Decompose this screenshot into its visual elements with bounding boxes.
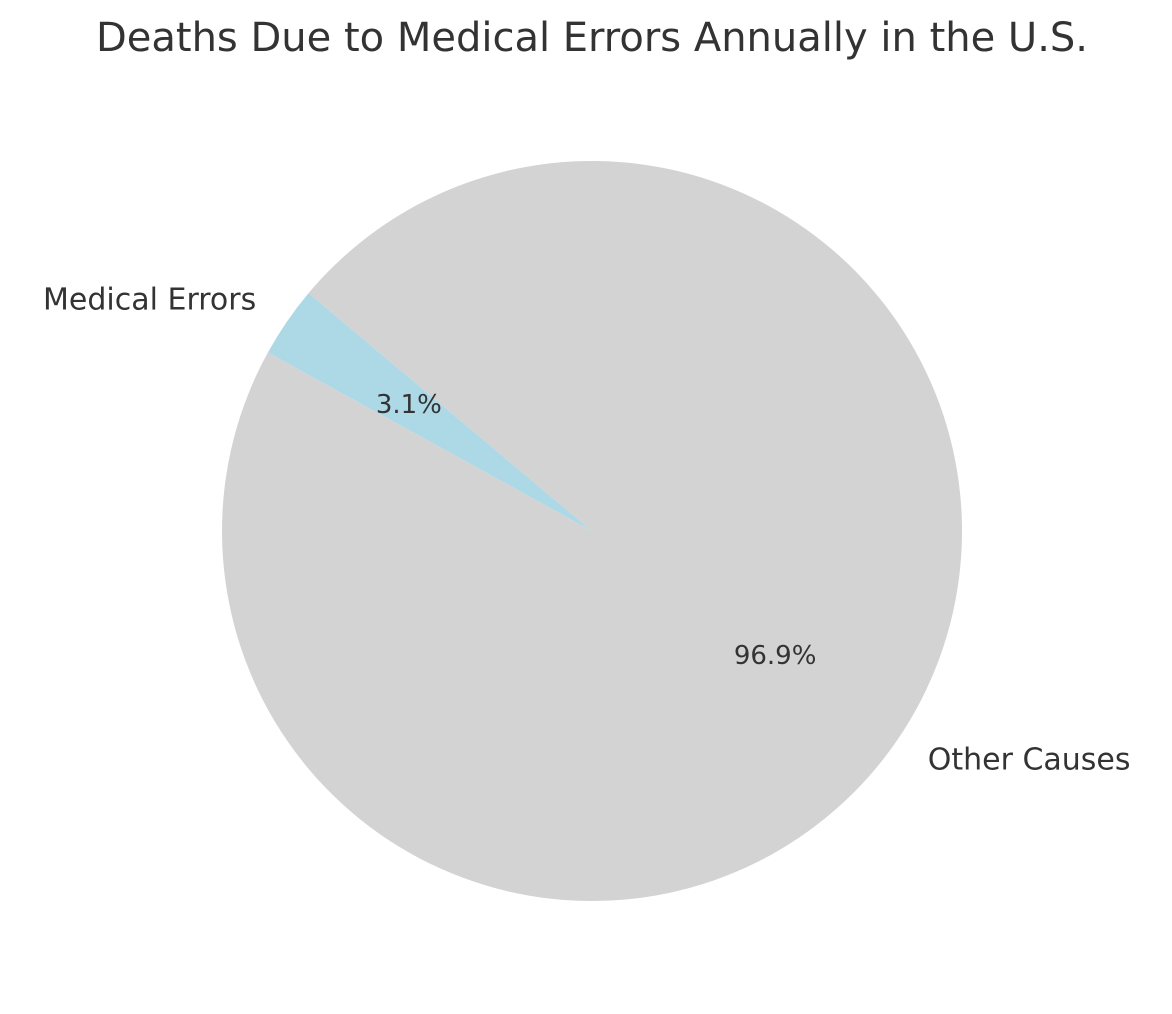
percent-label: 96.9% bbox=[734, 641, 817, 671]
slice-label: Other Causes bbox=[928, 743, 1131, 778]
slice-label: Medical Errors bbox=[43, 282, 256, 317]
pie-slice bbox=[267, 293, 592, 531]
percent-label: 3.1% bbox=[376, 390, 442, 420]
pie-slice bbox=[222, 161, 963, 901]
chart-title: Deaths Due to Medical Errors Annually in… bbox=[96, 15, 1088, 61]
